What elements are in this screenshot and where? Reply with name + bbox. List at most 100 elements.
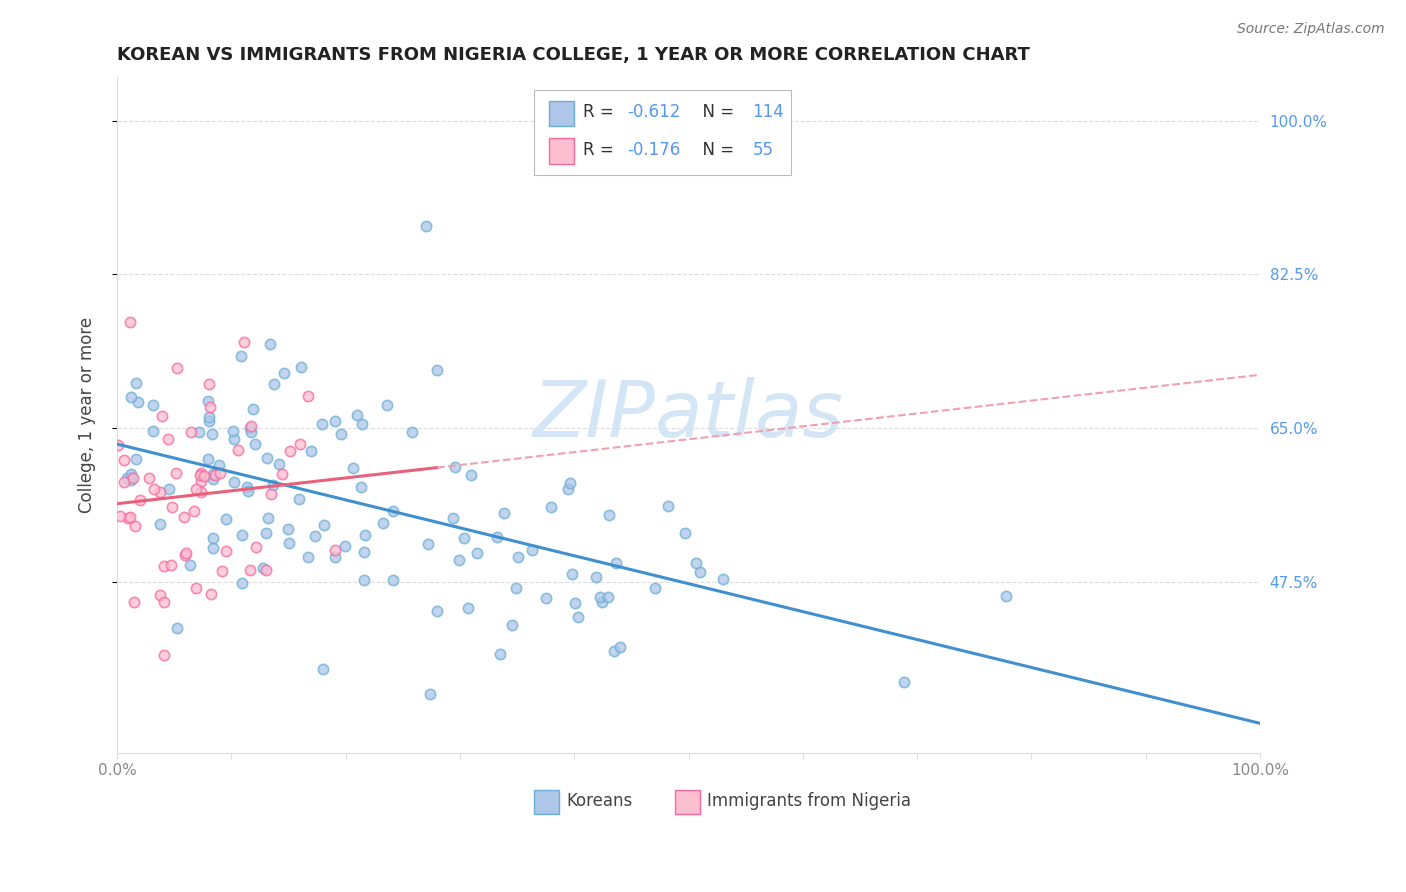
- Point: [254, 563, 277, 577]
- Point: [224, 432, 246, 446]
- Point: [193, 468, 215, 483]
- Point: [174, 548, 197, 562]
- Point: [893, 674, 915, 689]
- Point: [262, 478, 284, 492]
- Point: [184, 482, 207, 496]
- Point: [148, 485, 170, 500]
- Point: [312, 662, 335, 676]
- Point: [245, 540, 267, 554]
- Point: [558, 475, 581, 490]
- Point: [208, 458, 231, 472]
- Point: [314, 517, 336, 532]
- Point: [202, 472, 225, 486]
- FancyBboxPatch shape: [534, 90, 792, 175]
- Point: [444, 460, 467, 475]
- Point: [342, 461, 364, 475]
- Point: [149, 588, 172, 602]
- Point: [112, 452, 135, 467]
- Point: [501, 618, 523, 632]
- Point: [157, 432, 180, 446]
- Point: [128, 493, 150, 508]
- Point: [198, 410, 221, 425]
- Point: [222, 475, 245, 489]
- Point: [187, 425, 209, 440]
- Point: [190, 475, 212, 489]
- Point: [149, 517, 172, 532]
- Point: [304, 529, 326, 543]
- Point: [173, 509, 195, 524]
- FancyBboxPatch shape: [675, 790, 700, 814]
- Point: [197, 393, 219, 408]
- Point: [449, 553, 471, 567]
- Point: [382, 573, 405, 587]
- Point: [240, 419, 263, 434]
- Text: -0.176: -0.176: [627, 141, 681, 159]
- Point: [231, 349, 253, 363]
- Point: [457, 600, 479, 615]
- Point: [415, 219, 437, 233]
- FancyBboxPatch shape: [550, 138, 574, 164]
- Point: [505, 581, 527, 595]
- Point: [211, 565, 233, 579]
- Point: [233, 335, 256, 350]
- Point: [190, 467, 212, 482]
- Point: [382, 504, 405, 518]
- Point: [127, 394, 149, 409]
- Point: [124, 518, 146, 533]
- Point: [256, 451, 278, 466]
- Point: [190, 466, 212, 480]
- Point: [236, 484, 259, 499]
- Point: [150, 409, 173, 423]
- Point: [657, 499, 679, 513]
- Point: [221, 425, 243, 439]
- Point: [159, 558, 181, 572]
- Point: [589, 591, 612, 605]
- Point: [353, 528, 375, 542]
- Point: [564, 596, 586, 610]
- Point: [142, 398, 165, 412]
- Point: [120, 390, 142, 404]
- Point: [157, 482, 180, 496]
- Point: [311, 417, 333, 431]
- Point: [201, 426, 224, 441]
- Point: [485, 530, 508, 544]
- Point: [401, 425, 423, 440]
- Point: [120, 469, 142, 483]
- Point: [287, 491, 309, 506]
- Point: [350, 480, 373, 494]
- Point: [259, 487, 281, 501]
- Point: [609, 640, 631, 655]
- Text: 114: 114: [752, 103, 785, 121]
- Point: [112, 475, 135, 489]
- Point: [202, 467, 225, 482]
- Text: R =: R =: [583, 103, 620, 121]
- Text: Koreans: Koreans: [567, 792, 633, 811]
- Point: [460, 468, 482, 483]
- Point: [107, 438, 129, 452]
- Point: [115, 471, 138, 485]
- Point: [202, 541, 225, 555]
- Point: [239, 425, 262, 440]
- Point: [561, 566, 583, 581]
- Point: [352, 417, 374, 431]
- Point: [239, 421, 262, 435]
- Point: [117, 511, 139, 525]
- Point: [465, 546, 488, 560]
- Point: [371, 516, 394, 531]
- Point: [142, 425, 165, 439]
- Point: [256, 510, 278, 524]
- Point: [713, 572, 735, 586]
- Point: [125, 376, 148, 390]
- Point: [277, 522, 299, 536]
- Text: Immigrants from Nigeria: Immigrants from Nigeria: [707, 792, 911, 811]
- Point: [689, 565, 711, 579]
- Point: [685, 557, 707, 571]
- Point: [453, 531, 475, 545]
- Text: N =: N =: [692, 103, 740, 121]
- Point: [226, 443, 249, 458]
- Point: [585, 570, 607, 584]
- Point: [596, 591, 619, 605]
- Point: [297, 549, 319, 564]
- Point: [174, 546, 197, 560]
- Point: [198, 400, 221, 414]
